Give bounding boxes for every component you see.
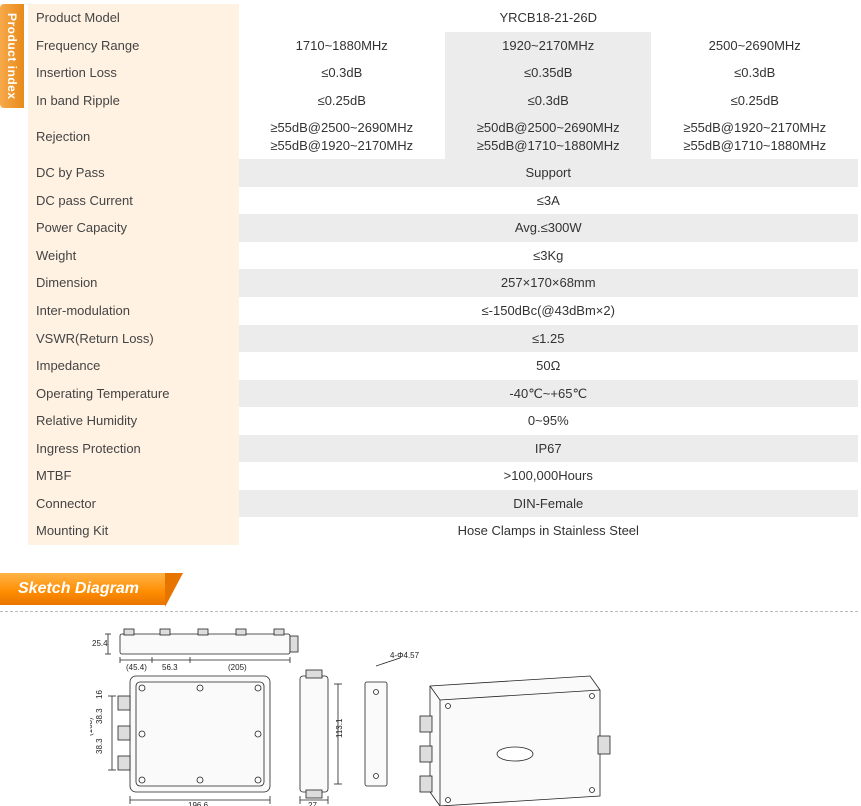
spec-label: DC by Pass: [28, 159, 239, 187]
spec-value: ≤0.3dB: [651, 59, 858, 87]
divider: [0, 611, 858, 612]
dim-label: 113.1: [335, 718, 344, 738]
table-row: Inter-modulation≤-150dBc(@43dBm×2): [28, 297, 858, 325]
spec-label: Mounting Kit: [28, 517, 239, 545]
spec-value: Avg.≤300W: [239, 214, 859, 242]
spec-label: Impedance: [28, 352, 239, 380]
spec-value: >100,000Hours: [239, 462, 859, 490]
spec-label: In band Ripple: [28, 87, 239, 115]
table-row: Dimension257×170×68mm: [28, 269, 858, 297]
table-row: Product ModelYRCB18-21-26D: [28, 4, 858, 32]
spec-value: 2500~2690MHz: [651, 32, 858, 60]
sketch-diagram-heading: Sketch Diagram: [0, 573, 165, 605]
spec-value: ≥55dB@1920~2170MHz≥55dB@1710~1880MHz: [651, 114, 858, 159]
spec-table: Product ModelYRCB18-21-26DFrequency Rang…: [28, 4, 858, 545]
table-row: DC pass Current≤3A: [28, 187, 858, 215]
spec-value: 1710~1880MHz: [239, 32, 445, 60]
table-row: DC by PassSupport: [28, 159, 858, 187]
sketch-diagram: (45.4) 56.3 (205) 25.4 196.6 (168) 38.3 …: [90, 626, 630, 806]
spec-value: ≤0.3dB: [445, 87, 651, 115]
spec-value: 0~95%: [239, 407, 859, 435]
spec-value: ≤3Kg: [239, 242, 859, 270]
spec-value: Hose Clamps in Stainless Steel: [239, 517, 859, 545]
spec-value: -40℃~+65℃: [239, 380, 859, 408]
spec-label: DC pass Current: [28, 187, 239, 215]
spec-label: Insertion Loss: [28, 59, 239, 87]
dim-label: 38.3: [95, 738, 104, 754]
dim-label: 16: [95, 689, 104, 698]
table-row: Ingress ProtectionIP67: [28, 435, 858, 463]
dim-label: 25.4: [92, 639, 108, 648]
table-row: In band Ripple≤0.25dB≤0.3dB≤0.25dB: [28, 87, 858, 115]
spec-value: ≤-150dBc(@43dBm×2): [239, 297, 859, 325]
spec-label: Rejection: [28, 114, 239, 159]
spec-value: 1920~2170MHz: [445, 32, 651, 60]
spec-label: Dimension: [28, 269, 239, 297]
table-row: Weight≤3Kg: [28, 242, 858, 270]
spec-label: Relative Humidity: [28, 407, 239, 435]
spec-value: ≥55dB@2500~2690MHz≥55dB@1920~2170MHz: [239, 114, 445, 159]
spec-label: Operating Temperature: [28, 380, 239, 408]
spec-label: VSWR(Return Loss): [28, 325, 239, 353]
spec-value: 50Ω: [239, 352, 859, 380]
spec-value: 257×170×68mm: [239, 269, 859, 297]
spec-label: Inter-modulation: [28, 297, 239, 325]
spec-label: Weight: [28, 242, 239, 270]
spec-value: ≤0.25dB: [239, 87, 445, 115]
dim-label: 56.3: [162, 663, 178, 672]
dim-label: 196.6: [188, 801, 209, 806]
spec-value: Support: [239, 159, 859, 187]
spec-value: DIN-Female: [239, 490, 859, 518]
dim-label: 4-Φ4.57: [390, 651, 420, 660]
spec-label: MTBF: [28, 462, 239, 490]
spec-value: ≤0.25dB: [651, 87, 858, 115]
spec-value: ≤1.25: [239, 325, 859, 353]
spec-label: Power Capacity: [28, 214, 239, 242]
dim-label: (205): [228, 663, 247, 672]
spec-value: ≤0.3dB: [239, 59, 445, 87]
table-row: ConnectorDIN-Female: [28, 490, 858, 518]
table-row: Rejection≥55dB@2500~2690MHz≥55dB@1920~21…: [28, 114, 858, 159]
spec-label: Frequency Range: [28, 32, 239, 60]
table-row: Relative Humidity0~95%: [28, 407, 858, 435]
table-row: Operating Temperature-40℃~+65℃: [28, 380, 858, 408]
spec-label: Product Model: [28, 4, 239, 32]
spec-value: ≤0.35dB: [445, 59, 651, 87]
table-row: MTBF>100,000Hours: [28, 462, 858, 490]
dim-label: 27: [308, 801, 317, 806]
spec-label: Connector: [28, 490, 239, 518]
spec-value: ≥50dB@2500~2690MHz≥55dB@1710~1880MHz: [445, 114, 651, 159]
product-index-tab: Product index: [0, 4, 24, 108]
dim-label: 38.3: [95, 708, 104, 724]
table-row: Insertion Loss≤0.3dB≤0.35dB≤0.3dB: [28, 59, 858, 87]
spec-value: ≤3A: [239, 187, 859, 215]
table-row: Impedance50Ω: [28, 352, 858, 380]
dim-label: (45.4): [126, 663, 147, 672]
table-row: Mounting KitHose Clamps in Stainless Ste…: [28, 517, 858, 545]
table-row: Frequency Range1710~1880MHz1920~2170MHz2…: [28, 32, 858, 60]
table-row: VSWR(Return Loss)≤1.25: [28, 325, 858, 353]
spec-value: IP67: [239, 435, 859, 463]
table-row: Power CapacityAvg.≤300W: [28, 214, 858, 242]
dim-label: (168): [90, 717, 94, 736]
spec-label: Ingress Protection: [28, 435, 239, 463]
spec-value: YRCB18-21-26D: [239, 4, 859, 32]
